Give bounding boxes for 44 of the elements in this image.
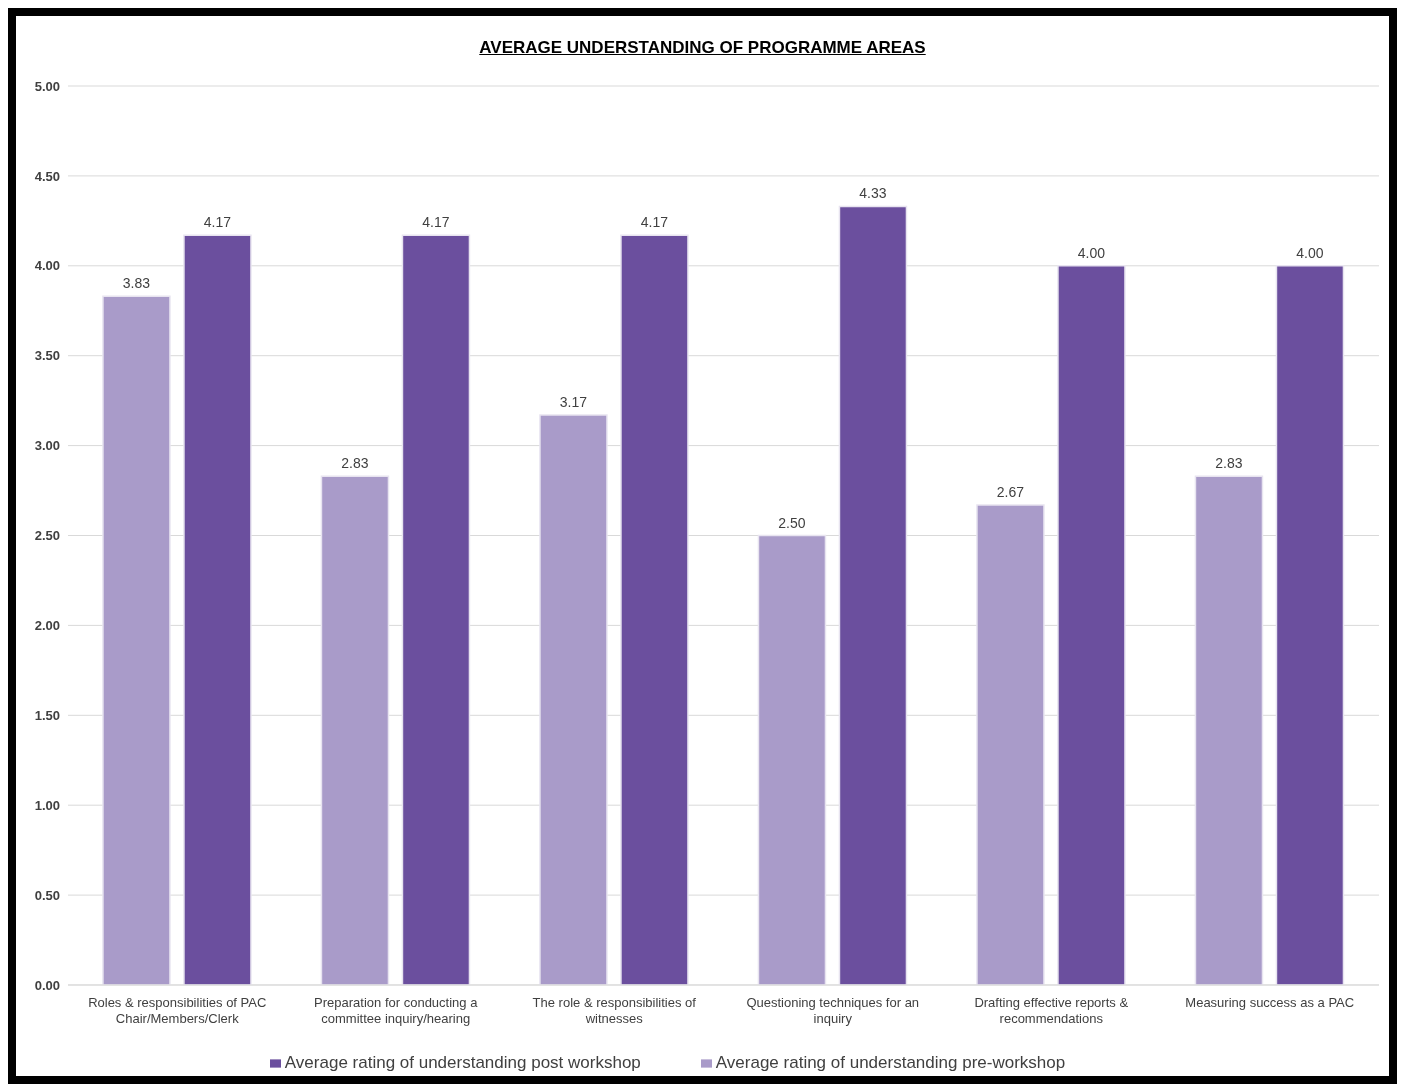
y-tick-label: 5.00 [34,78,60,94]
x-tick-label: Roles & responsibilities of PAC Chair/Members/Clerk [88,995,267,1026]
bar [102,295,171,985]
bar [1194,475,1264,985]
x-tick-label: The role & responsibilities of witnesses [532,995,697,1026]
data-label: 4.00 [1077,244,1106,261]
y-tick-label: 2.00 [34,618,60,634]
bar [1057,265,1126,985]
bar [401,234,471,985]
bar [1275,265,1345,985]
data-label: 3.17 [559,394,588,411]
bar [838,205,908,985]
bar [976,504,1045,985]
bar [320,475,390,985]
y-tick-label: 0.50 [34,887,60,903]
bar [539,414,608,985]
legend-label: Average rating of understanding pre-workshop [715,1053,1066,1072]
x-tick-label: Measuring success as a PAC [1185,995,1355,1010]
y-tick-label: 0.00 [34,977,60,993]
data-label: 4.17 [203,214,232,231]
bar [183,234,252,985]
data-label: 4.17 [640,214,669,231]
bar [620,234,689,985]
bar [757,534,827,985]
y-tick-label: 2.50 [34,528,60,544]
data-label: 2.83 [1215,455,1243,472]
legend-label: Average rating of understanding post workshop [284,1053,641,1072]
data-label: 2.67 [996,483,1025,500]
x-tick-label: Drafting effective reports & recommendations [974,995,1129,1026]
data-label: 4.17 [422,214,450,231]
x-tick-label: Questioning techniques for an inquiry [746,995,920,1026]
data-label: 4.00 [1296,244,1324,261]
data-label: 2.83 [341,455,369,472]
x-tick-label: Preparation for conducting a committee inquiry/hearing [314,995,479,1026]
y-tick-label: 1.50 [34,707,60,723]
y-tick-label: 4.50 [34,168,60,184]
y-tick-label: 1.00 [34,797,60,813]
data-label: 3.83 [122,275,151,292]
data-label: 4.33 [859,185,887,202]
data-label: 2.50 [778,514,806,531]
y-tick-label: 4.00 [34,258,60,274]
y-tick-label: 3.50 [34,348,60,364]
chart-title: AVERAGE UNDERSTANDING OF PROGRAMME AREAS [478,37,927,58]
y-tick-label: 3.00 [34,438,60,454]
